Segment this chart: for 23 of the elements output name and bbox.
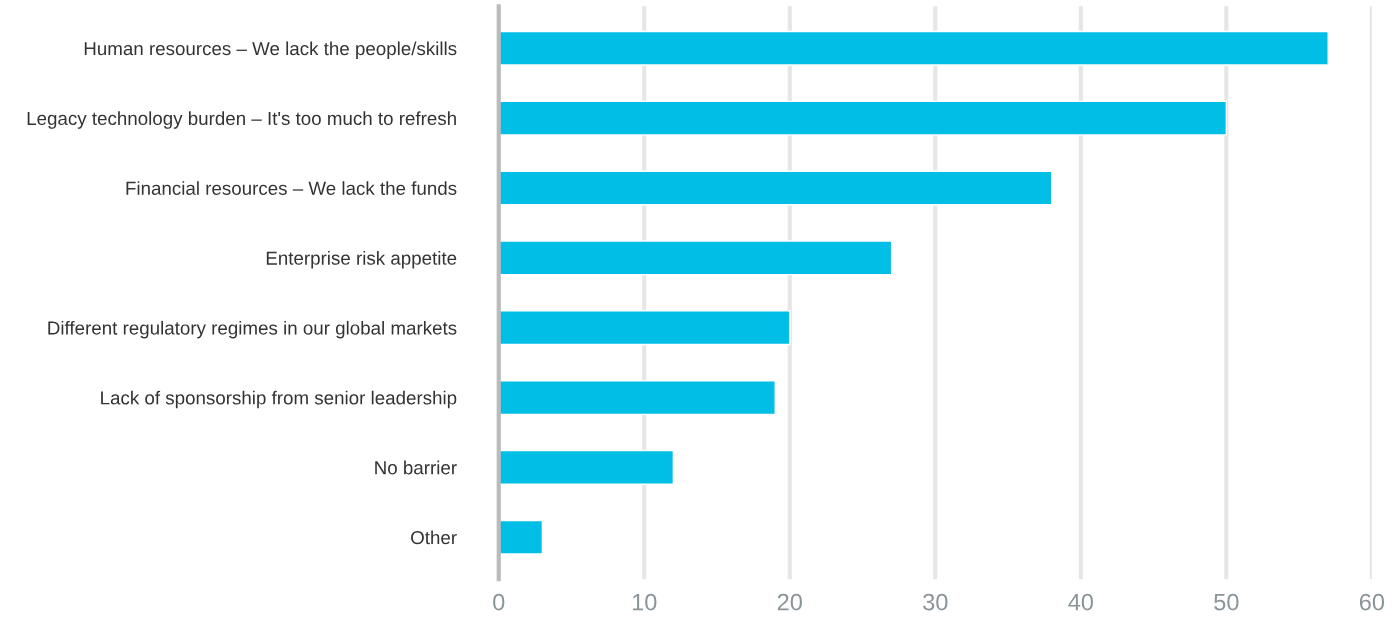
bar	[498, 449, 675, 485]
bar	[498, 100, 1228, 136]
x-tick-label: 50	[1214, 593, 1239, 611]
x-tick-label: 20	[777, 593, 802, 611]
x-tick-label: 60	[1359, 593, 1385, 611]
x-tick-label: 30	[923, 593, 948, 611]
x-tick-label: 10	[632, 593, 657, 611]
y-tick-label: Legacy technology burden – It's too much to refresh	[27, 111, 456, 129]
bar	[498, 170, 1053, 206]
y-tick-label: Financial resources – We lack the funds	[126, 181, 457, 195]
y-tick-label: No barrier	[375, 460, 457, 475]
bar	[498, 240, 893, 276]
y-tick-label: Other	[411, 530, 457, 545]
y-tick-label: Lack of sponsorship from senior leadership	[101, 390, 457, 409]
bar	[498, 380, 776, 416]
bar	[498, 30, 1329, 66]
y-tick-label: Human resources – We lack the people/skills	[84, 41, 457, 59]
bar	[498, 519, 544, 555]
bar	[498, 310, 791, 346]
y-tick-label: Enterprise risk appetite	[266, 251, 457, 269]
x-tick-label: 0	[493, 593, 505, 611]
x-tick-label: 40	[1068, 593, 1094, 611]
y-tick-label: Different regulatory regimes in our global markets	[48, 320, 457, 339]
